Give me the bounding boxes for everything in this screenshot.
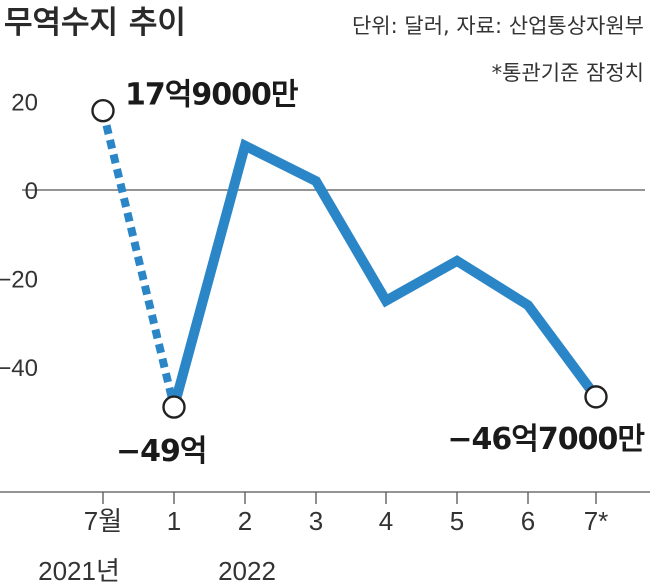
year-label: 2022 (218, 556, 276, 586)
x-tick-label: 1 (167, 506, 181, 536)
series-line (169, 138, 601, 409)
year-label: 2021년 (38, 556, 120, 586)
x-tick-label: 5 (450, 506, 464, 536)
y-tick-label: −20 (0, 267, 38, 294)
data-point-marker (584, 385, 608, 409)
x-tick-label: 7* (584, 506, 609, 536)
x-tick-label: 6 (521, 506, 535, 536)
source-note: 단위: 달러, 자료: 산업통상자원부 (352, 14, 644, 38)
series-trade-balance (91, 99, 608, 419)
x-tick-label: 3 (309, 506, 323, 536)
chart-title: 무역수지 추이 (4, 5, 186, 41)
x-tick-label: 7월 (84, 506, 122, 536)
footnote: *통관기준 잠정치 (492, 61, 644, 85)
y-tick-label: 0 (25, 178, 38, 205)
data-label: 17억9000만 (125, 78, 299, 113)
y-tick-label: 20 (11, 89, 38, 116)
data-point-marker (91, 99, 115, 123)
x-axis: 7월 2021년 1 2 2022 3 4 5 6 7* (38, 492, 608, 586)
x-tick-label: 4 (379, 506, 393, 536)
data-label: −49억 (116, 434, 207, 469)
data-point-marker (162, 395, 186, 419)
y-tick-label: −40 (0, 355, 38, 382)
data-label: −46억7000만 (447, 422, 645, 457)
series-dashed-segment (99, 109, 178, 409)
y-axis: 20 0 −20 −40 (0, 89, 38, 382)
x-tick-label: 2 (238, 506, 252, 536)
data-labels: 17억9000만 −49억 −46억7000만 (116, 78, 646, 469)
